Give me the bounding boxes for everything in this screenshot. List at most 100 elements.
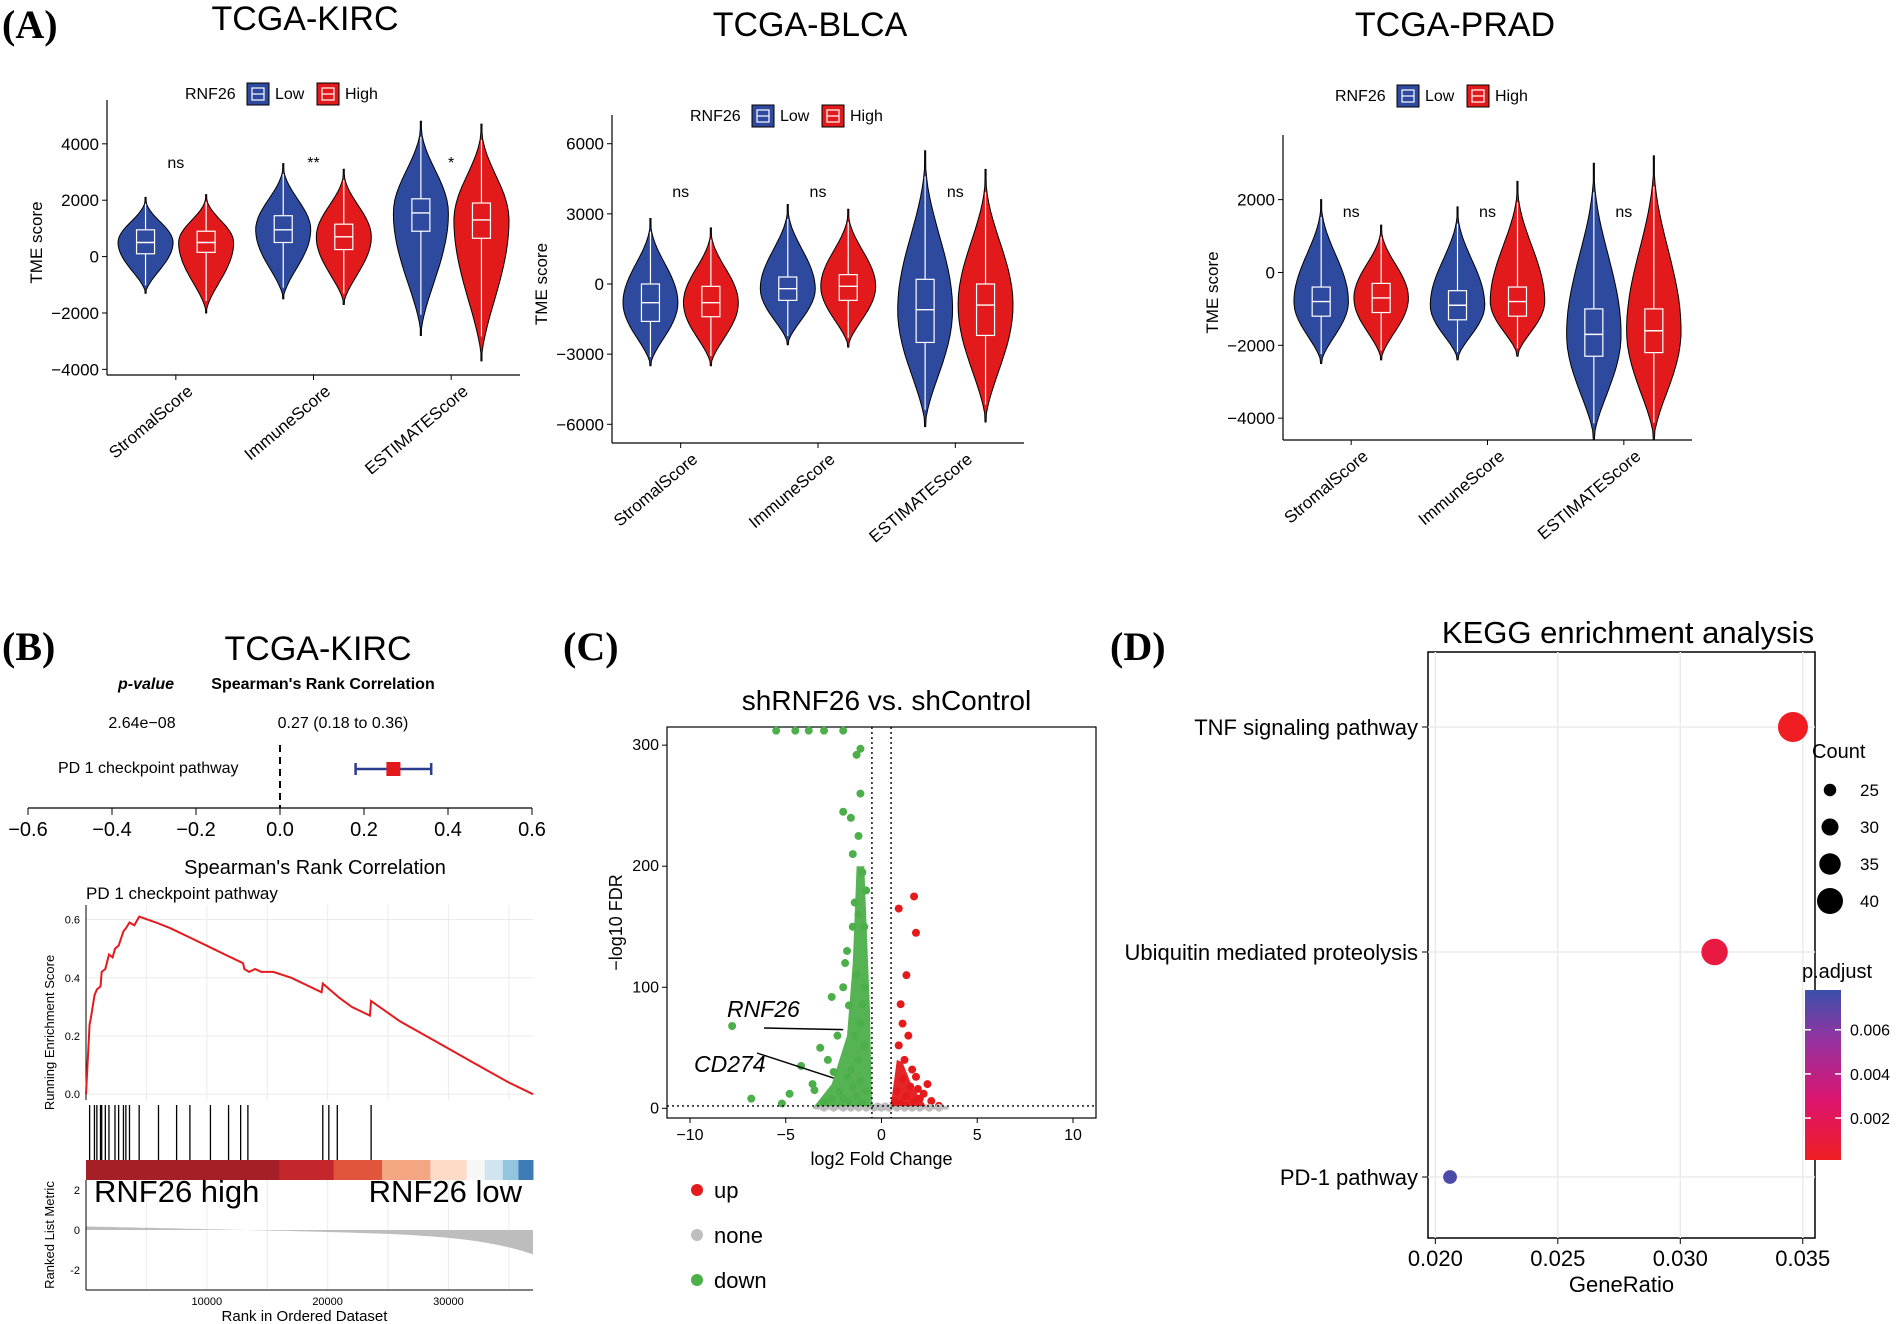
box-low bbox=[411, 198, 431, 232]
violin-title: TCGA-KIRC bbox=[212, 0, 399, 38]
kegg-x-tick-label: 0.025 bbox=[1530, 1246, 1585, 1271]
kegg-size-legend-dot bbox=[1823, 783, 1837, 797]
volcano-point-up bbox=[896, 1000, 905, 1009]
volcano-point-up bbox=[908, 1065, 917, 1074]
volcano-plot: shRNF26 vs. shControl−10 −5 0 5 100100200300… bbox=[606, 685, 1097, 1293]
volcano-point-down bbox=[827, 992, 836, 1001]
volcano-point-down bbox=[791, 726, 800, 735]
volcano-point-down bbox=[856, 744, 865, 753]
box-low bbox=[273, 215, 293, 244]
kegg-x-tick-label: 0.020 bbox=[1408, 1246, 1463, 1271]
x-tick-label: ImmuneScore bbox=[241, 382, 334, 465]
violin-panel-blca: TCGA-BLCA RNF26 Low High −6000 −3000 0 3000 6000… bbox=[532, 6, 1024, 546]
x-tick-label: StromalScore bbox=[610, 450, 701, 531]
gsea-ranked-metric-area bbox=[86, 1226, 533, 1258]
violin-title: TCGA-BLCA bbox=[713, 6, 908, 44]
gsea-y-axis-label: Running Enrichment Score bbox=[42, 955, 57, 1110]
volcano-point-up bbox=[894, 904, 903, 913]
x-tick-label: StromalScore bbox=[1281, 447, 1372, 528]
box-high bbox=[838, 274, 858, 301]
gsea-rank-strip-segment bbox=[279, 1160, 335, 1180]
y-axis-label: TME score bbox=[1203, 251, 1222, 333]
volcano-point-up bbox=[900, 1055, 909, 1064]
legend-label: Low bbox=[275, 86, 305, 103]
legend-label: High bbox=[345, 86, 378, 103]
kegg-size-legend-dot bbox=[1819, 853, 1841, 875]
volcano-point-down bbox=[816, 1043, 825, 1052]
gsea-rank-strip-segment bbox=[466, 1160, 486, 1180]
volcano-legend-label: down bbox=[714, 1268, 767, 1293]
volcano-legend-dot-up bbox=[691, 1184, 703, 1196]
box-high bbox=[701, 285, 721, 318]
volcano-point-down bbox=[810, 1086, 819, 1095]
kegg-color-legend-label: 0.006 bbox=[1850, 1023, 1890, 1040]
volcano-x-tick-label: −5 bbox=[777, 1127, 795, 1144]
volcano-x-tick-label: 10 bbox=[1064, 1127, 1082, 1144]
volcano-point-up bbox=[919, 1089, 928, 1098]
volcano-point-up bbox=[911, 928, 920, 937]
box-low bbox=[1584, 308, 1604, 357]
gsea-es-curve bbox=[85, 915, 534, 1096]
y-tick-label: −4000 bbox=[51, 360, 99, 379]
gsea-title: PD 1 checkpoint pathway bbox=[86, 884, 278, 903]
legend-label: Low bbox=[780, 108, 810, 125]
volcano-point-down bbox=[839, 807, 848, 816]
y-tick-label: −2000 bbox=[1227, 336, 1275, 355]
gsea-x-tick-label: 10000 bbox=[192, 1296, 223, 1308]
volcano-y-tick-label: 200 bbox=[632, 858, 659, 875]
volcano-point-down bbox=[841, 959, 850, 968]
kegg-color-legend-label: 0.002 bbox=[1850, 1111, 1890, 1128]
volcano-y-tick-label: 300 bbox=[632, 737, 659, 754]
kegg-size-legend-dot bbox=[1817, 888, 1843, 914]
gsea-x-tick-label: 30000 bbox=[433, 1296, 464, 1308]
significance-label: ** bbox=[307, 155, 319, 172]
gsea-rank-strip-segment bbox=[430, 1160, 468, 1180]
y-tick-label: 3000 bbox=[566, 205, 604, 224]
volcano-y-tick-label: 0 bbox=[650, 1100, 659, 1117]
volcano-point-up bbox=[913, 1084, 922, 1093]
legend-label: High bbox=[1495, 88, 1528, 105]
volcano-point-down bbox=[820, 726, 829, 735]
volcano-point-up bbox=[927, 1097, 936, 1106]
volcano-point-up bbox=[894, 1041, 903, 1050]
gsea-y-tick-label: 0.0 bbox=[65, 1089, 80, 1101]
y-axis-label: TME score bbox=[27, 201, 46, 283]
box-high bbox=[471, 202, 492, 239]
volcano-x-tick-label: 0 bbox=[877, 1127, 886, 1144]
volcano-point-up bbox=[898, 1019, 907, 1028]
volcano-point-down bbox=[804, 726, 813, 735]
x-tick-label: ImmuneScore bbox=[1415, 447, 1508, 530]
kegg-point bbox=[1443, 1170, 1457, 1184]
volcano-x-tick-label: −10 bbox=[676, 1127, 703, 1144]
kegg-point bbox=[1701, 938, 1728, 966]
gsea-y2-axis-label: Ranked List Metric bbox=[42, 1181, 57, 1289]
volcano-point-up bbox=[911, 1072, 920, 1081]
forest-estimate-point bbox=[386, 762, 401, 776]
gsea-y2-tick-label: -2 bbox=[70, 1265, 80, 1277]
y-tick-label: −2000 bbox=[51, 304, 99, 323]
kegg-x-tick-label: 0.035 bbox=[1775, 1246, 1830, 1271]
y-tick-label: 2000 bbox=[61, 191, 99, 210]
kegg-y-tick-label: Ubiquitin mediated proteolysis bbox=[1125, 940, 1419, 965]
forest-plot: TCGA-KIRC p-value Spearman's Rank Correlat… bbox=[8, 630, 546, 841]
volcano-legend-dot-down bbox=[691, 1274, 703, 1286]
violin-panel-kirc: TCGA-KIRC RNF26 Low High −4000 −2000 0 2000 4000… bbox=[27, 0, 520, 478]
x-tick-label: ESTIMATEScore bbox=[361, 382, 471, 479]
x-tick-label: ESTIMATEScore bbox=[866, 450, 976, 547]
y-tick-label: 0 bbox=[1266, 263, 1275, 282]
kegg-color-legend-title: p.adjust bbox=[1802, 961, 1872, 983]
volcano-point-down bbox=[747, 1094, 756, 1103]
legend-label: High bbox=[850, 108, 883, 125]
significance-label: * bbox=[448, 155, 454, 172]
kegg-x-tick-label: 0.030 bbox=[1653, 1246, 1708, 1271]
kegg-size-legend-dot bbox=[1821, 818, 1839, 836]
forest-x-tick-label: 0.0 bbox=[266, 819, 294, 841]
significance-label: ns bbox=[672, 184, 689, 201]
significance-label: ns bbox=[1615, 204, 1632, 221]
gsea-x-axis-label: Rank in Ordered Dataset bbox=[222, 1308, 389, 1324]
violin-panel-prad: TCGA-PRAD RNF26 Low High −4000 −2000 0 2000 TME … bbox=[1203, 6, 1692, 543]
legend-label: Low bbox=[1425, 88, 1455, 105]
y-tick-label: −6000 bbox=[556, 415, 604, 434]
volcano-down-cluster bbox=[812, 866, 872, 1109]
significance-label: ns bbox=[810, 184, 827, 201]
